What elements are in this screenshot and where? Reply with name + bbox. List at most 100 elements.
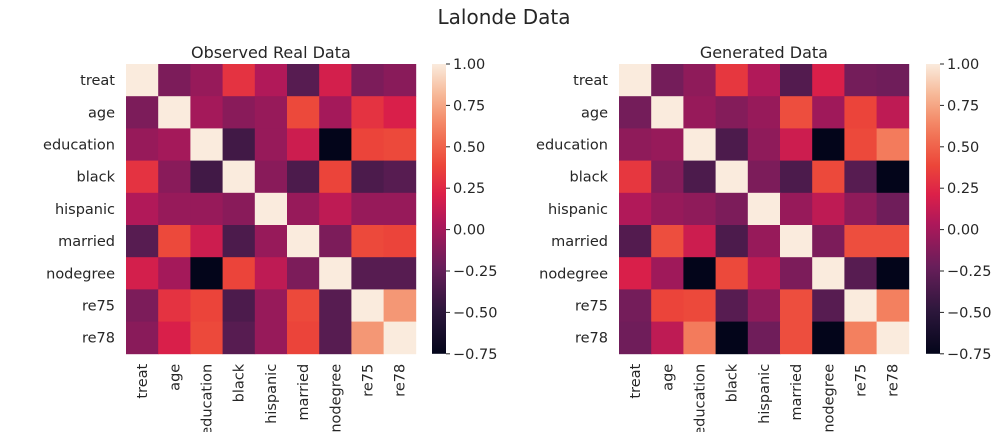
heatmap-cell (747, 289, 781, 322)
row-tick-label: treat (80, 73, 115, 89)
row-tick-label: married (551, 234, 608, 250)
heatmap-panel-1: Observed Real Data treat age education black… (43, 43, 497, 432)
heatmap-cell (190, 192, 223, 226)
heatmap-cell (126, 225, 159, 258)
heatmap-cell (844, 225, 877, 258)
heatmap-cell (812, 225, 845, 258)
row-tick-label: re78 (575, 331, 608, 347)
heatmap-cell (351, 321, 384, 355)
heatmap-cell (126, 128, 159, 161)
heatmap-cell (651, 225, 684, 258)
heatmap-cell (651, 64, 684, 97)
heatmap-cell (319, 160, 352, 194)
heatmap-cell (715, 160, 749, 194)
heatmap-cell (287, 64, 320, 97)
heatmap-cell (383, 289, 417, 322)
heatmap-cell (876, 257, 910, 290)
column-tick-label: nodegree (821, 364, 837, 432)
panel-title: Generated Data (700, 43, 828, 62)
heatmap-cell (254, 321, 288, 355)
heatmap-cell (351, 128, 384, 161)
row-tick-label: re75 (575, 299, 608, 315)
colorbar-tick-label: −0.75 (453, 347, 497, 363)
heatmap-cell (287, 225, 320, 258)
row-tick-label: age (581, 105, 608, 121)
heatmap-cell (651, 289, 684, 322)
figure-title: Lalonde Data (438, 5, 571, 29)
heatmap-cell (619, 192, 652, 226)
colorbar-tick-label: −0.25 (453, 264, 497, 280)
heatmap-cell (254, 289, 288, 322)
heatmap-cell (190, 321, 223, 355)
heatmap-cell (651, 96, 684, 129)
heatmap-cell (190, 96, 223, 129)
row-tick-label: black (77, 170, 116, 186)
heatmap-cell (222, 289, 256, 322)
heatmap-cell (747, 64, 781, 97)
heatmap-cell (190, 128, 223, 161)
column-tick-label: treat (628, 363, 644, 398)
heatmap-cell (844, 64, 877, 97)
heatmap-cell (158, 321, 191, 355)
heatmap-cell (844, 96, 877, 129)
heatmap-cell (254, 257, 288, 290)
row-tick-label: treat (573, 73, 608, 89)
heatmap-cell (844, 160, 877, 194)
column-tick-label: re78 (886, 364, 902, 397)
heatmap-cell (812, 64, 845, 97)
heatmap-cell (319, 192, 352, 226)
heatmap-cell (287, 257, 320, 290)
heatmap-cell (619, 64, 652, 97)
heatmap-cell (876, 160, 910, 194)
heatmap-cell (747, 160, 781, 194)
row-tick-label: hispanic (548, 202, 608, 218)
heatmap-cell (747, 321, 781, 355)
heatmap-cell (190, 64, 223, 97)
heatmap-cell (683, 257, 716, 290)
heatmap-cell (287, 96, 320, 129)
heatmap-cell (126, 192, 159, 226)
heatmap-cell (287, 321, 320, 355)
heatmap-cell (619, 289, 652, 322)
heatmap-cell (126, 257, 159, 290)
colorbar-tick-label: 0.50 (947, 140, 979, 156)
panel-title: Observed Real Data (191, 43, 351, 62)
row-tick-label: black (570, 170, 609, 186)
heatmap-cell (683, 289, 716, 322)
column-tick-label: education (693, 364, 709, 432)
heatmap-cell (383, 225, 417, 258)
heatmap-cell (844, 321, 877, 355)
heatmap-cell (876, 225, 910, 258)
heatmap-cell (651, 128, 684, 161)
heatmap-cell (158, 289, 191, 322)
colorbar-tick-label: 1.00 (453, 57, 485, 73)
column-tick-label: re75 (854, 364, 870, 397)
heatmap-cell (780, 128, 813, 161)
row-tick-label: re78 (82, 331, 115, 347)
heatmap-cell (287, 192, 320, 226)
heatmap-cell (812, 160, 845, 194)
heatmap-cell (683, 160, 716, 194)
heatmap-cell (844, 289, 877, 322)
heatmap-cell (715, 321, 749, 355)
column-tick-label: age (167, 364, 183, 391)
heatmap-cell (619, 257, 652, 290)
colorbar-tick-label: −0.50 (947, 305, 991, 321)
column-tick-label: black (725, 363, 741, 402)
column-tick-label: married (789, 364, 805, 421)
heatmap-cell (319, 289, 352, 322)
heatmap-cell (812, 192, 845, 226)
heatmap-cell (780, 289, 813, 322)
heatmap-cell (158, 225, 191, 258)
heatmap-cell (747, 96, 781, 129)
heatmap-cell (319, 64, 352, 97)
colorbar-tick-label: −0.25 (947, 264, 991, 280)
row-tick-label: married (58, 234, 115, 250)
heatmap-cell (876, 128, 910, 161)
heatmap-cell (383, 160, 417, 194)
heatmap-cell (158, 96, 191, 129)
heatmap-cell (876, 192, 910, 226)
heatmap-cell (812, 96, 845, 129)
heatmap-cell (683, 128, 716, 161)
